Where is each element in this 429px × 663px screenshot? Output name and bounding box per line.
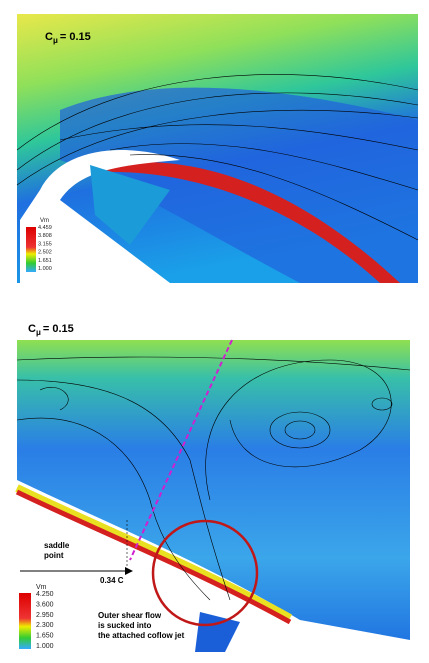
airfoil [17,480,410,652]
annotation-line: Outer shear flow [98,611,162,620]
annotation: Outer shear flow is sucked into the attach… [98,611,185,640]
flap [195,612,240,652]
legend-bar [26,227,36,272]
streamlines [16,356,411,601]
annotation-line: is sucked into [98,621,151,630]
annotation: 0.34 C [100,576,124,585]
flap [90,165,170,245]
panel-label: Cμ = 0.15 [28,323,74,337]
airfoil [20,150,180,283]
jet [100,161,400,283]
annotation-line: point [44,551,64,560]
jet [15,489,292,625]
legend-label: 3.600 [36,601,54,608]
highlight-circle [151,519,259,627]
legend-label: 4.250 [36,591,54,598]
legend-label: 2.502 [38,250,52,256]
annotation-line: the attached coflow jet [98,631,185,640]
legend-label: 1.000 [36,643,54,650]
legend-label: 1.651 [38,258,52,264]
legend-label: 1.650 [36,633,54,640]
panel-label: Cμ = 0.15 [45,31,91,45]
annotation: saddle point [44,541,70,560]
legend-title: Vm [40,218,49,224]
legend-label: 3.808 [38,233,52,239]
legend-label: 3.155 [38,241,52,247]
annotation-line: saddle [44,541,70,550]
legend-label: 2.300 [36,622,54,629]
legend-label: 2.950 [36,612,54,619]
streamlines [16,74,419,241]
legend-title: Vm [36,584,47,591]
jet-edge [15,484,292,622]
panel-bottom: Cμ = 0.15 saddle point 0.34 C Outer shear … [15,323,411,652]
dividing-line [129,339,233,561]
legend-label: 4.459 [38,225,52,231]
legend-bar [19,593,31,649]
panel-top: Cμ = 0.15 Vm 4.459 3.808 3.155 2.502 1.651 1.0… [16,14,419,283]
legend-label: 1.000 [38,266,52,272]
